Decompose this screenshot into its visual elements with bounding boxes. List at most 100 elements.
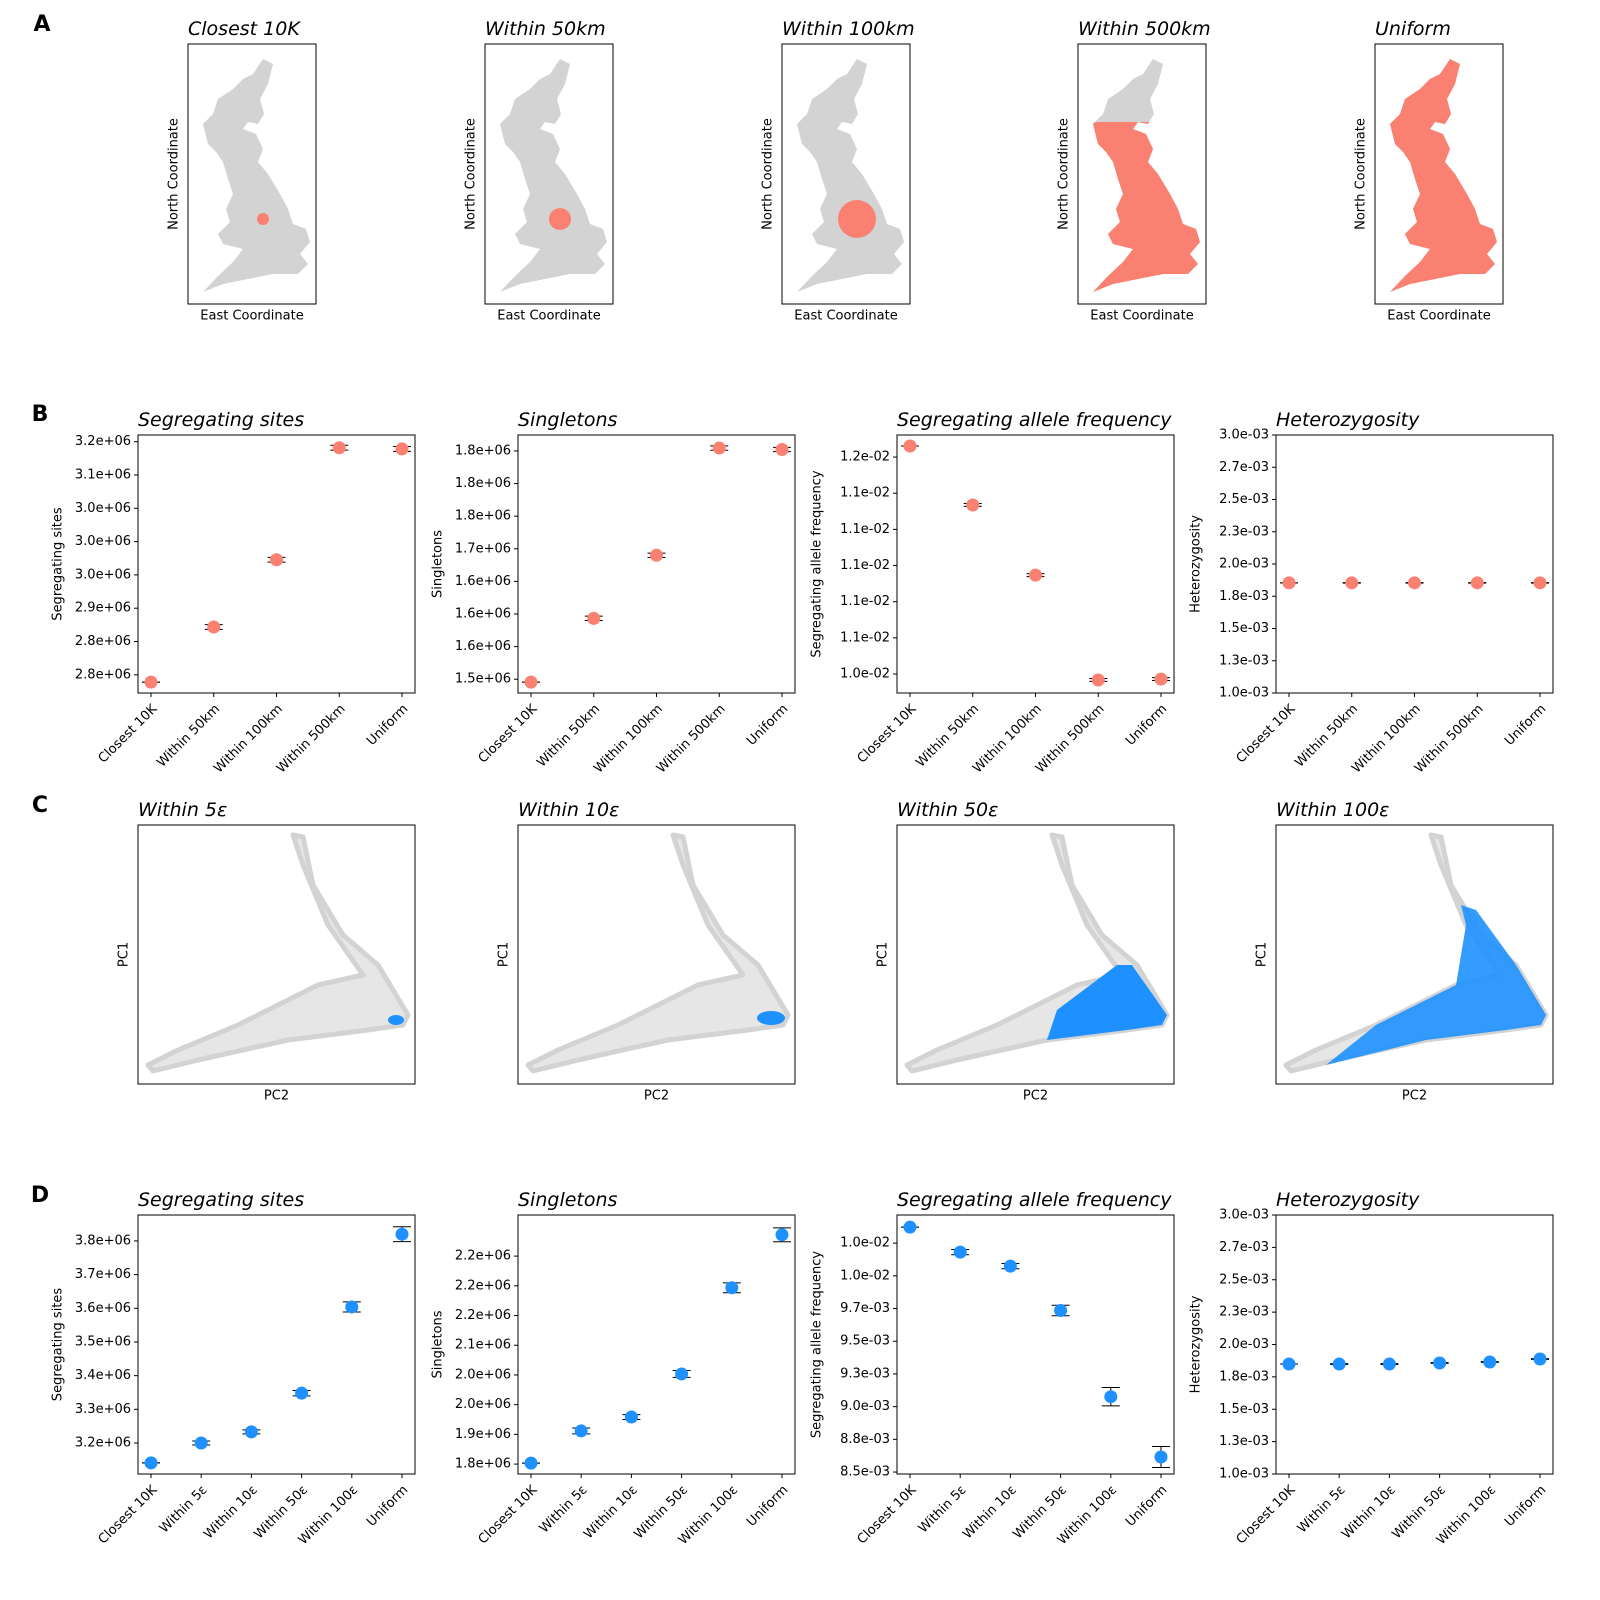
plot-frame xyxy=(137,434,416,694)
x-tick-label: Within 50km xyxy=(534,702,603,771)
y-tick-label: 2.7e-03 xyxy=(1219,1240,1269,1255)
y-tick-label: 8.8e-03 xyxy=(840,1432,890,1447)
y-tick-label: 2.5e-03 xyxy=(1219,492,1269,507)
point xyxy=(775,442,789,456)
point xyxy=(775,1228,789,1242)
chart-title: Within 500km xyxy=(1078,18,1211,40)
chart-title: Heterozygosity xyxy=(1276,1189,1420,1211)
point xyxy=(1533,1352,1547,1366)
y-tick-label: 1.3e-03 xyxy=(1219,653,1269,668)
panel-label: B xyxy=(32,402,49,427)
chart-title: Within 50ε xyxy=(897,799,998,821)
y-tick-label: 3.3e+06 xyxy=(75,1402,131,1417)
plot-frame xyxy=(896,434,1175,694)
x-tick-label: Uniform xyxy=(1502,1483,1549,1530)
y-tick-label: 2.3e-03 xyxy=(1219,1305,1269,1320)
point xyxy=(1029,568,1042,582)
point xyxy=(712,441,726,455)
pca-cloud xyxy=(904,832,1170,1074)
y-tick-label: 1.0e-03 xyxy=(1219,1467,1269,1482)
x-tick-label: Uniform xyxy=(744,1483,791,1530)
chart-title: Segregating allele frequency xyxy=(897,409,1172,431)
y-tick-label: 1.8e+06 xyxy=(455,443,511,458)
highlight-region xyxy=(257,213,269,225)
x-tick-label: Within 50km xyxy=(913,702,982,771)
y-tick-label: 1.9e+06 xyxy=(455,1427,511,1442)
point xyxy=(1433,1356,1447,1370)
y-tick-label: 1.0e-02 xyxy=(840,667,890,682)
point xyxy=(725,1281,739,1295)
y-tick-label: 3.2e+06 xyxy=(75,1436,131,1451)
y-tick-label: 9.5e-03 xyxy=(840,1334,890,1349)
y-axis-label: Heterozygosity xyxy=(1189,515,1204,613)
y-tick-label: 3.7e+06 xyxy=(75,1267,131,1282)
y-tick-label: 2.2e+06 xyxy=(455,1249,511,1264)
y-axis-label: Segregating allele frequency xyxy=(810,470,825,658)
y-tick-label: 1.5e-03 xyxy=(1219,1402,1269,1417)
point xyxy=(675,1367,689,1381)
y-axis-label: North Coordinate xyxy=(1354,118,1369,230)
point xyxy=(1282,1357,1296,1371)
x-tick-label: Uniform xyxy=(1123,1483,1170,1530)
map-land xyxy=(203,59,310,292)
chart-title: Within 50km xyxy=(485,18,606,40)
x-axis-label: East Coordinate xyxy=(794,309,897,324)
y-axis-label: Heterozygosity xyxy=(1189,1295,1204,1393)
y-tick-label: 2.7e-03 xyxy=(1219,460,1269,475)
y-tick-label: 3.2e+06 xyxy=(75,434,131,449)
y-axis-label: PC1 xyxy=(117,942,132,967)
y-axis-label: North Coordinate xyxy=(1057,118,1072,230)
x-tick-label: Closest 10K xyxy=(855,1482,920,1547)
plot-frame xyxy=(137,1214,416,1475)
panel-label: C xyxy=(32,793,48,818)
highlight-region xyxy=(757,1011,785,1025)
point xyxy=(1003,1259,1017,1273)
y-tick-label: 3.8e+06 xyxy=(75,1233,131,1248)
y-tick-label: 1.3e-03 xyxy=(1219,1434,1269,1449)
plot-frame xyxy=(896,1214,1175,1475)
y-tick-label: 2.8e+06 xyxy=(75,634,131,649)
point xyxy=(295,1386,309,1400)
point xyxy=(144,675,158,689)
y-tick-label: 1.6e+06 xyxy=(455,607,511,622)
y-tick-label: 3.6e+06 xyxy=(75,1301,131,1316)
point xyxy=(574,1424,588,1438)
plot-frame xyxy=(137,824,416,1085)
y-tick-label: 1.8e-03 xyxy=(1219,589,1269,604)
y-tick-label: 2.2e+06 xyxy=(455,1308,511,1323)
y-tick-label: 1.2e-02 xyxy=(840,450,890,465)
x-axis-label: East Coordinate xyxy=(497,309,600,324)
y-tick-label: 1.5e+06 xyxy=(455,672,511,687)
panel-label: A xyxy=(33,12,50,37)
plot-frame xyxy=(1275,824,1554,1085)
x-tick-label: Uniform xyxy=(1502,702,1549,749)
x-tick-label: Uniform xyxy=(364,1483,411,1530)
point xyxy=(1104,1390,1118,1404)
point xyxy=(903,439,917,453)
y-axis-label: PC1 xyxy=(1255,942,1270,967)
point xyxy=(966,498,980,512)
point xyxy=(1282,576,1296,590)
chart-title: Uniform xyxy=(1375,18,1451,40)
x-tick-label: Closest 10K xyxy=(855,701,920,766)
y-tick-label: 1.1e-02 xyxy=(840,558,890,573)
point xyxy=(345,1300,359,1314)
y-tick-label: 1.0e-02 xyxy=(840,1268,890,1283)
chart-title: Within 5ε xyxy=(138,799,227,821)
point xyxy=(207,620,221,634)
point xyxy=(395,442,409,456)
y-tick-label: 2.0e-03 xyxy=(1219,1337,1269,1352)
chart-title: Segregating sites xyxy=(138,1189,304,1211)
point xyxy=(1154,1450,1168,1464)
chart-title: Heterozygosity xyxy=(1276,409,1420,431)
y-tick-label: 2.5e-03 xyxy=(1219,1272,1269,1287)
x-tick-label: Within 5ε xyxy=(537,1483,591,1537)
y-tick-label: 3.1e+06 xyxy=(75,467,131,482)
point xyxy=(1091,673,1105,687)
chart-title: Closest 10K xyxy=(188,18,301,40)
y-tick-label: 2.8e+06 xyxy=(75,667,131,682)
y-axis-label: Segregating allele frequency xyxy=(810,1251,825,1439)
y-axis-label: North Coordinate xyxy=(761,118,776,230)
plot-frame xyxy=(187,43,317,305)
plot-frame xyxy=(1077,43,1207,305)
